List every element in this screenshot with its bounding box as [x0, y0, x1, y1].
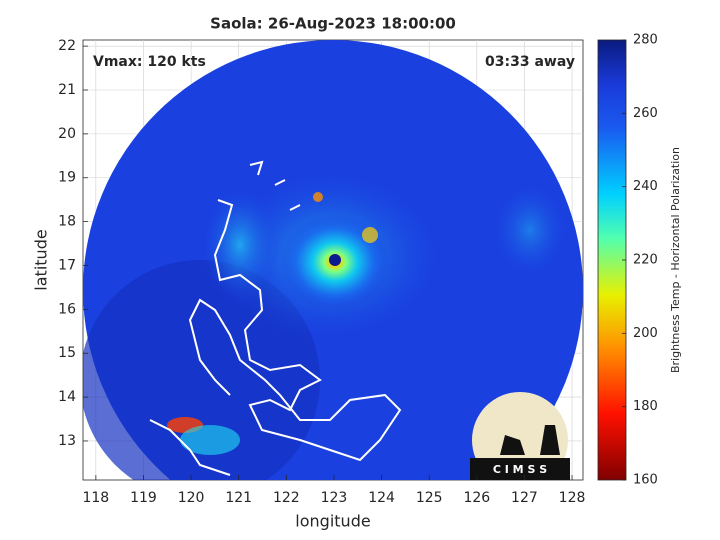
colorbar-tick-label: 260 — [633, 106, 658, 121]
colorbar-label: Brightness Temp - Horizontal Polarizatio… — [669, 147, 682, 373]
x-tick-label: 121 — [225, 490, 252, 506]
colorbar-tick-label: 200 — [633, 326, 658, 341]
y-tick-label: 18 — [58, 214, 76, 230]
x-tick-label: 126 — [463, 490, 490, 506]
x-tick-label: 127 — [511, 490, 538, 506]
x-tick-label: 118 — [82, 490, 109, 506]
imagery — [83, 40, 583, 480]
x-tick-label: 123 — [321, 490, 348, 506]
y-tick-label: 21 — [58, 82, 76, 98]
y-tick-label: 15 — [58, 345, 76, 361]
x-tick-label: 124 — [368, 490, 395, 506]
y-axis-label: latitude — [32, 229, 51, 290]
x-tick-label: 120 — [178, 490, 205, 506]
colorbar-tick-label: 280 — [633, 33, 658, 48]
x-tick-label: 128 — [559, 490, 586, 506]
x-tick-label: 119 — [130, 490, 157, 506]
y-tick-label: 16 — [58, 301, 76, 317]
logo-text: C I M S S — [493, 463, 547, 476]
colorbar-tick-label: 240 — [633, 179, 658, 194]
x-axis-label: longitude — [295, 512, 370, 531]
annotation: 03:33 away — [485, 54, 575, 70]
x-tick-label: 122 — [273, 490, 300, 506]
chart-title: Saola: 26-Aug-2023 18:00:00 — [210, 15, 456, 33]
y-tick-label: 13 — [58, 433, 76, 449]
colorbar — [597, 39, 627, 481]
y-tick-label: 20 — [58, 126, 76, 142]
x-tick-label: 125 — [416, 490, 443, 506]
y-tick-label: 17 — [58, 257, 76, 273]
annotation: Vmax: 120 kts — [93, 54, 206, 70]
colorbar-tick-label: 220 — [633, 253, 658, 268]
colorbar-tick-label: 180 — [633, 399, 658, 414]
y-tick-label: 19 — [58, 170, 76, 186]
colorbar-tick-label: 160 — [633, 473, 658, 488]
y-tick-label: 22 — [58, 38, 76, 54]
y-tick-label: 14 — [58, 389, 76, 405]
